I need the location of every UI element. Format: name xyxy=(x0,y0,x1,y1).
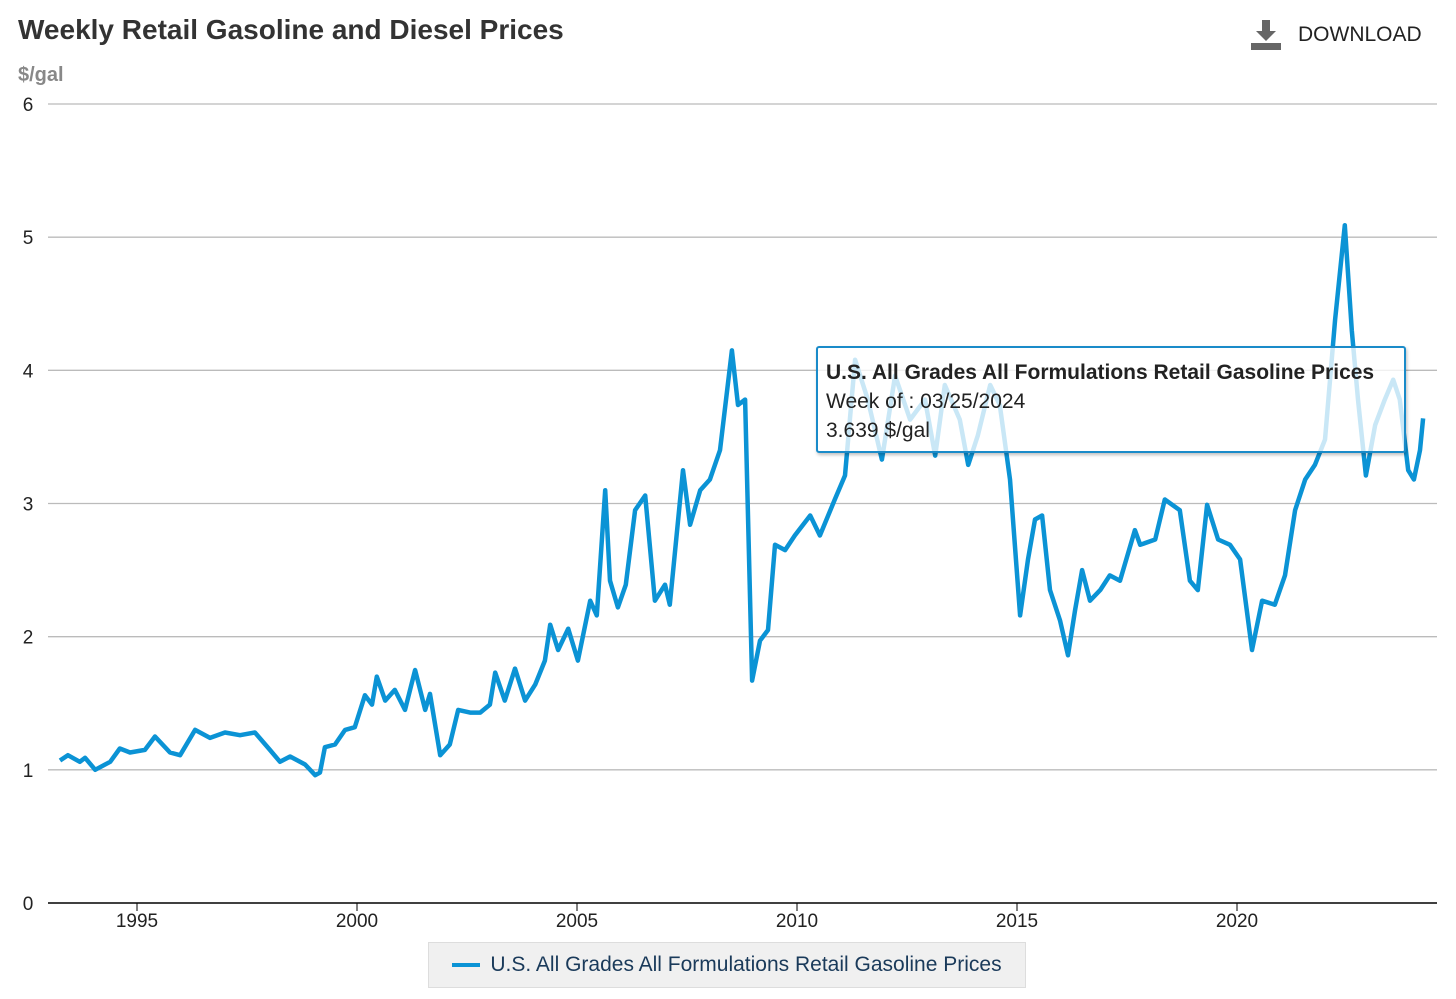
x-tick-label: 2010 xyxy=(776,911,818,932)
y-tick-label: 0 xyxy=(23,894,34,915)
download-icon xyxy=(1251,20,1281,50)
gridlines xyxy=(48,103,1437,904)
y-tick-label: 4 xyxy=(23,361,34,382)
legend-label: U.S. All Grades All Formulations Retail … xyxy=(490,953,1002,976)
chart-title: Weekly Retail Gasoline and Diesel Prices xyxy=(18,14,564,45)
x-tick-label: 2015 xyxy=(996,911,1038,932)
tooltip-week: Week of : 03/25/2024 xyxy=(826,390,1026,413)
y-tick-labels: 0 1 2 3 4 5 6 xyxy=(23,95,34,915)
series-group xyxy=(58,222,1426,778)
series-line xyxy=(58,222,1426,778)
x-tick-labels: 1995 2000 2005 2010 2015 2020 xyxy=(116,903,1258,932)
x-tick-label: 1995 xyxy=(116,911,158,932)
download-label: DOWNLOAD xyxy=(1298,23,1422,46)
y-tick-label: 2 xyxy=(23,628,34,649)
y-tick-label: 3 xyxy=(23,495,34,516)
y-tick-label: 5 xyxy=(23,228,34,249)
tooltip-title: U.S. All Grades All Formulations Retail … xyxy=(826,361,1375,384)
tooltip: U.S. All Grades All Formulations Retail … xyxy=(816,346,1406,453)
y-tick-label: 1 xyxy=(23,761,34,782)
y-axis-unit: $/gal xyxy=(18,64,64,86)
y-tick-label: 6 xyxy=(23,95,34,116)
legend-item[interactable]: U.S. All Grades All Formulations Retail … xyxy=(428,942,1026,988)
x-tick-label: 2000 xyxy=(336,911,378,932)
x-tick-label: 2005 xyxy=(556,911,598,932)
download-button[interactable]: DOWNLOAD xyxy=(1250,20,1422,50)
legend-swatch xyxy=(452,963,481,967)
x-tick-label: 2020 xyxy=(1216,911,1258,932)
tooltip-value: 3.639 $/gal xyxy=(826,419,930,442)
